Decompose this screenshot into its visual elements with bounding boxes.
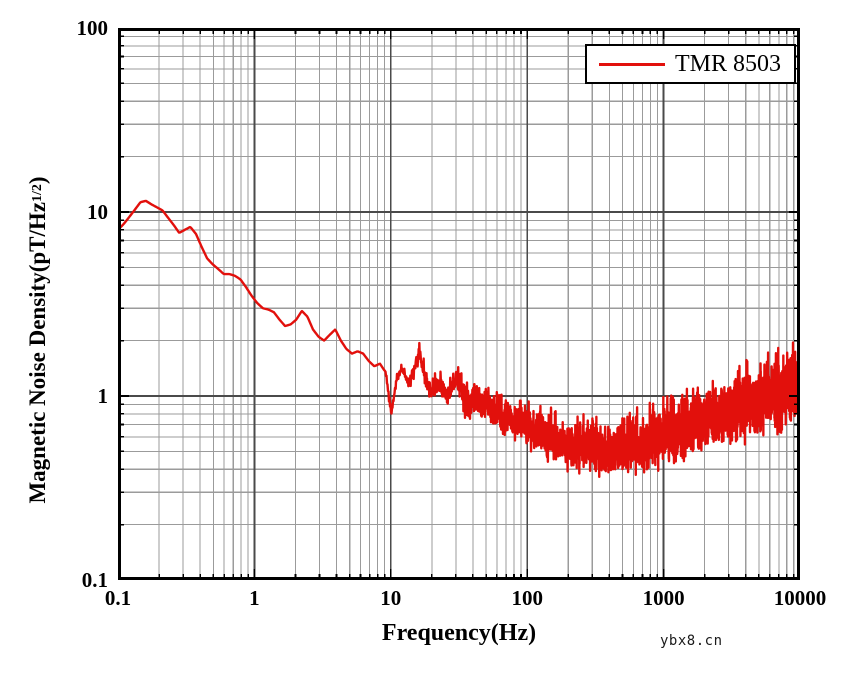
y-tick-label: 10 (87, 200, 108, 224)
x-tick-label: 10000 (773, 586, 827, 610)
x-tick-label: 10 (380, 586, 402, 610)
y-axis-title-paren: ) (25, 176, 50, 185)
x-tick-label: 1000 (642, 586, 685, 610)
y-axis-title-text: Magnetic Noise Density(pT/Hz (25, 202, 50, 504)
x-axis-title: Frequency(Hz) (381, 620, 537, 646)
legend: TMR 8503 (585, 44, 796, 84)
y-tick-label: 1 (97, 384, 109, 408)
plot-area (118, 28, 800, 580)
x-tick-label: 100 (511, 586, 543, 610)
legend-line-swatch (599, 62, 665, 66)
x-tick-label: 1 (249, 586, 260, 610)
y-tick-label: 0.1 (81, 568, 108, 592)
legend-item-label: TMR 8503 (675, 50, 782, 77)
y-tick-label: 100 (76, 16, 109, 40)
watermark: ybx8.cn (660, 633, 723, 649)
x-tick-label: 0.1 (104, 586, 132, 610)
